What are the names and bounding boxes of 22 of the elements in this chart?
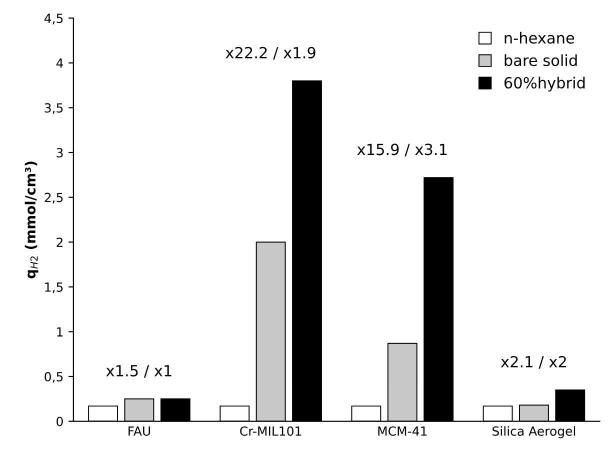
annotation: x2.1 / x2 <box>500 356 566 369</box>
x-tick-label: FAU <box>128 426 150 436</box>
x-tick-label: Cr-MIL101 <box>240 426 302 436</box>
y-axis-title: q$_{H2}$ (mmol/cm³) <box>24 162 38 278</box>
x-tick-label: MCM-41 <box>378 426 427 436</box>
y-tick-label: 3 <box>56 148 63 158</box>
y-tick-label: 3,5 <box>44 103 63 114</box>
legend-label: n-hexane <box>504 32 574 44</box>
legend-label: 60%hybrid <box>504 76 585 92</box>
y-tick-label: 0,5 <box>44 372 63 383</box>
legend-label: bare solid <box>504 54 577 66</box>
y-tick-label: 1 <box>57 327 63 336</box>
y-tick-label: 4,5 <box>44 14 63 24</box>
y-tick-label: 2,5 <box>44 192 63 204</box>
annotation: x15.9 / x3.1 <box>357 144 447 156</box>
y-tick-label: 0 <box>56 416 63 426</box>
y-tick-label: 2 <box>56 238 62 247</box>
x-tick-label: Silica Aerogel <box>492 426 576 438</box>
annotation: x22.2 / x1.9 <box>226 46 316 60</box>
annotation: x1.5 / x1 <box>106 365 172 378</box>
y-tick-label: 4 <box>56 58 64 68</box>
y-tick-label: 1,5 <box>45 282 63 294</box>
